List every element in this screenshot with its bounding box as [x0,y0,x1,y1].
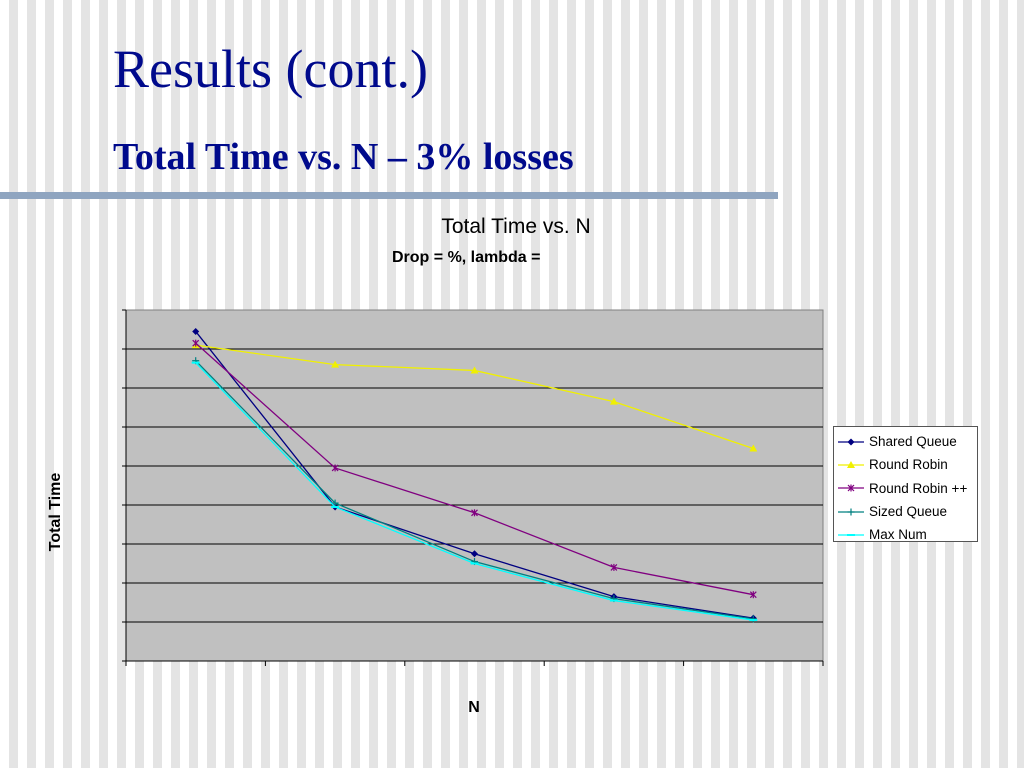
x-axis-label: N [468,699,480,716]
chart-title: Total Time vs. N [441,215,591,238]
legend-item-round-robin-plus-plus: Round Robin ++ [834,477,977,500]
data-point-round-robin [749,444,758,452]
data-point-sized-queue [749,615,757,623]
legend-item-sized-queue: Sized Queue [834,500,977,523]
legend-swatch [838,533,864,536]
slide-subtitle: Total Time vs. N – 3% losses [113,136,574,178]
data-point-round-robin [331,360,340,368]
legend-label: Sized Queue [869,504,948,520]
legend-label: Shared Queue [869,434,957,450]
legend-marker [847,484,855,492]
chart-legend: Shared Queue Round Robin Round Robin ++ Siz… [833,426,978,542]
legend-label: Max Num [869,527,927,543]
legend-item-shared-queue: Shared Queue [834,430,977,453]
legend-marker [847,438,855,446]
chart-subtitle: Drop = %, lambda = [392,249,541,266]
legend-swatch [838,508,864,516]
legend-item-max-num: Max Num [834,523,977,546]
data-point-round-robin-plus-plus [331,464,339,472]
data-point-round-robin-plus-plus [749,591,757,599]
legend-marker [847,460,855,468]
data-point-round-robin-plus-plus [610,563,618,571]
legend-item-round-robin: Round Robin [834,453,977,476]
data-point-round-robin-plus-plus [471,509,478,517]
legend-swatch [838,460,864,468]
legend-marker [847,508,855,516]
plot-area [125,309,824,662]
legend-label: Round Robin [869,457,948,473]
legend-swatch [838,438,864,446]
legend-swatch [838,484,864,492]
data-point-shared-queue [471,550,478,558]
data-point-shared-queue [192,327,200,335]
legend-label: Round Robin ++ [869,480,968,496]
title-divider [0,192,778,199]
data-point-sized-queue [331,499,339,507]
slide-title: Results (cont.) [113,39,428,99]
data-point-round-robin [609,397,618,405]
data-point-round-robin-plus-plus [192,339,200,347]
data-point-round-robin [470,366,479,374]
